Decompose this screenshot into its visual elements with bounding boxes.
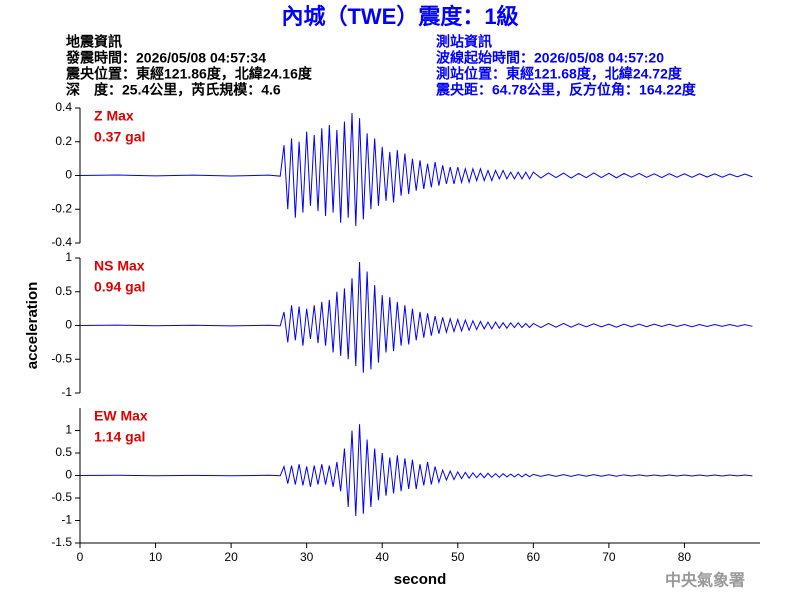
station-info: 測站位置：東經121.68度，北緯24.72度 [436,66,683,82]
y-tick-label: -0.2 [51,201,72,215]
x-tick-label: 60 [527,550,541,564]
max-annotation: 1.14 gal [94,429,145,445]
y-tick-label: -1.5 [51,535,72,549]
quake-info: 發震時間：2026/05/08 04:57:34 [65,50,266,66]
y-tick-label: 0.5 [55,284,72,298]
y-tick-label: -0.4 [51,235,72,249]
max-annotation: EW Max [94,408,148,424]
x-tick-label: 50 [451,550,465,564]
waveform [79,424,753,517]
y-tick-label: 0 [65,468,72,482]
quake-info: 深 度：25.4公里，芮氏規模：4.6 [66,82,281,98]
y-tick-label: 0.5 [55,445,72,459]
max-annotation: NS Max [94,258,145,274]
x-tick-label: 20 [224,550,238,564]
x-tick-label: 40 [376,550,390,564]
y-tick-label: 1 [65,250,72,264]
max-annotation: 0.94 gal [94,279,145,295]
y-axis-label: acceleration [24,282,41,370]
x-tick-label: 80 [678,550,692,564]
waveform [79,262,753,373]
x-tick-label: 0 [77,550,84,564]
x-tick-label: 70 [602,550,616,564]
waveform [79,113,753,227]
y-tick-label: 0.4 [55,100,72,114]
x-axis-label: second [394,571,447,588]
station-info: 測站資訊 [436,34,492,50]
y-tick-label: 1 [65,423,72,437]
x-tick-label: 30 [300,550,314,564]
max-annotation: 0.37 gal [94,129,145,145]
x-tick-label: 10 [149,550,163,564]
title: 內城（TWE）震度：1級 [281,4,518,29]
station-info: 震央距：64.78公里，反方位角：164.22度 [435,82,697,98]
quake-info: 地震資訊 [66,34,122,50]
quake-info: 震央位置：東經121.86度，北緯24.16度 [65,66,313,82]
y-tick-label: -1 [61,385,72,399]
y-tick-label: -1 [61,513,72,527]
y-tick-label: 0.2 [55,134,72,148]
y-tick-label: 0 [65,168,72,182]
y-tick-label: -0.5 [51,490,72,504]
y-tick-label: -0.5 [51,351,72,365]
y-tick-label: 0 [65,318,72,332]
max-annotation: Z Max [94,108,134,124]
footer: 中央氣象署 [665,571,745,590]
station-info: 波線起始時間：2026/05/08 04:57:20 [436,50,664,66]
